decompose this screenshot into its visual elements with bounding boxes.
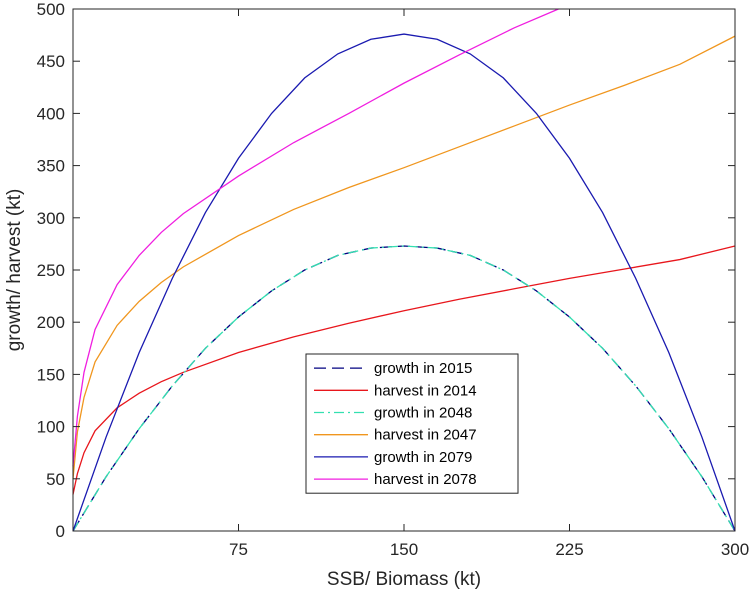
y-tick-label-2: 100 [37,418,65,437]
x-tick-label-2: 225 [555,540,583,559]
series-line-4 [72,33,736,532]
x-axis: 75 150 225 300 [229,9,749,559]
y-tick-label-7: 350 [37,157,65,176]
legend-label-0: growth in 2015 [374,360,472,377]
x-tick-label-1: 150 [390,540,418,559]
x-tick-label-0: 75 [229,540,248,559]
y-tick-label-1: 50 [46,470,65,489]
legend-box [305,353,519,494]
y-axis: 0 50 100 150 200 250 300 350 400 450 500 [37,0,735,541]
y-tick-label-8: 400 [37,104,65,123]
y-tick-label-9: 450 [37,52,65,71]
legend: growth in 2015 harvest in 2014 growth in 2… [305,353,519,494]
y-tick-label-5: 250 [37,261,65,280]
series-line-1 [72,245,736,495]
series-line-5 [72,8,559,467]
y-tick-label-3: 150 [37,365,65,384]
legend-label-2: growth in 2048 [374,405,472,422]
legend-label-4: growth in 2079 [374,449,472,466]
series-line-3 [72,35,736,479]
y-tick-label-0: 0 [56,522,65,541]
series-line-0 [72,245,736,532]
x-axis-title: SSB/ Biomass (kt) [327,569,481,590]
series-group [72,8,736,532]
x-tick-label-3: 300 [721,540,749,559]
legend-label-3: harvest in 2047 [374,427,477,444]
y-tick-label-6: 300 [37,209,65,228]
y-axis-title: growth/ harvest (kt) [4,189,25,352]
y-tick-label-10: 500 [37,0,65,19]
legend-label-1: harvest in 2014 [374,382,477,399]
legend-label-5: harvest in 2078 [374,471,477,488]
y-tick-label-4: 200 [37,313,65,332]
